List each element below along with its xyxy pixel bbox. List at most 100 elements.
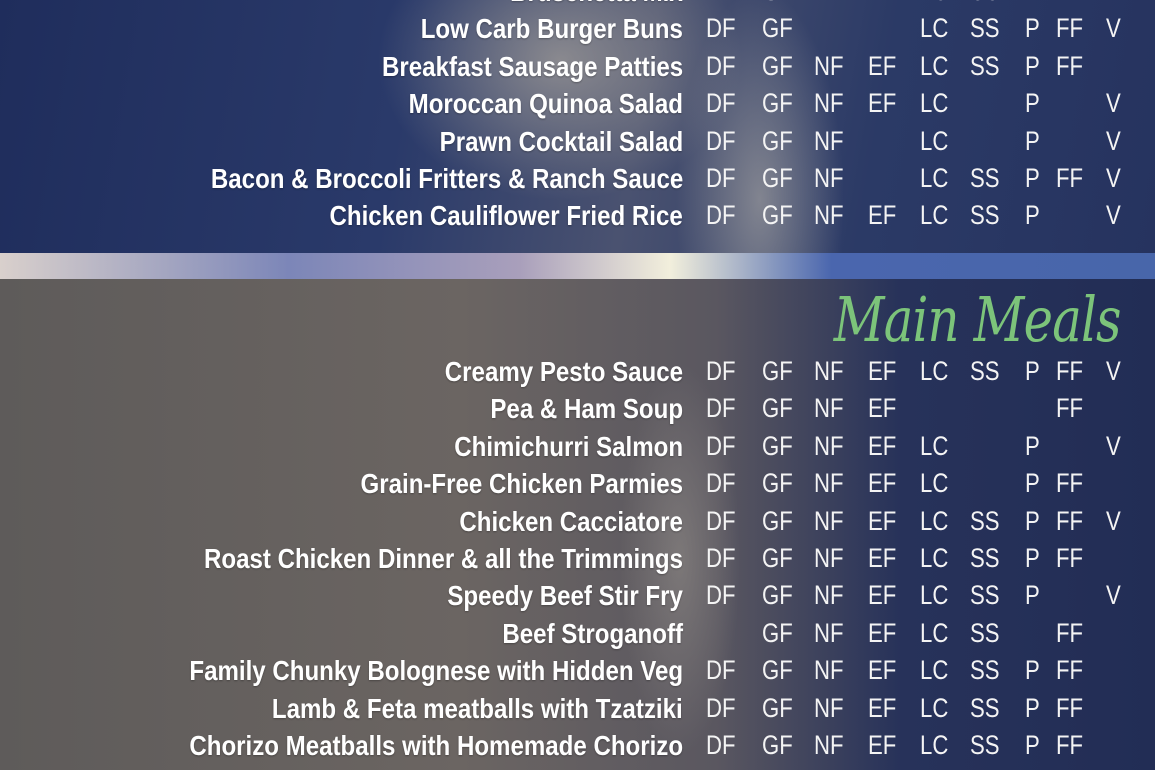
dietary-tag-lc: LC [920,468,949,499]
dietary-tag-df: DF [706,468,736,499]
dietary-tag-nf: NF [814,430,844,461]
menu-item-row: Low Carb Burger Buns DF GF LC SS P FF V [0,10,1155,47]
menu-item-row: Roast Chicken Dinner & all the Trimmings… [0,540,1155,577]
dietary-tag-ff: FF [1056,655,1084,686]
dietary-tag-ss: SS [970,50,1000,81]
dietary-tag-ef: EF [868,543,897,573]
dietary-tag-lc: LC [920,13,949,44]
dietary-tag-nf: NF [814,617,844,648]
dietary-tag-ss: SS [970,505,1000,536]
dietary-tag-v: V [1106,0,1121,10]
dietary-tag-ss: SS [970,692,1000,723]
menu-item-row: Family Chunky Bolognese with Hidden Veg D… [0,652,1155,689]
dietary-tag-gf: GF [762,430,793,461]
dietary-tag-nf: NF [814,505,844,536]
dietary-tag-nf: NF [814,356,844,386]
dietary-tag-df: DF [706,692,736,723]
dietary-tag-ef: EF [868,692,897,723]
menu-item-row: Chicken Cacciatore DF GF NF EF LC SS P FF V [0,503,1155,540]
dietary-tag-ff: FF [1056,692,1084,723]
dietary-tag-p: P [1025,505,1040,536]
dietary-tag-gf: GF [762,505,793,536]
dietary-tag-df: DF [706,730,736,760]
dietary-tag-nf: NF [814,200,844,231]
dietary-tag-nf: NF [814,50,844,81]
dietary-tag-ss: SS [970,163,1000,193]
menu-item-name: Low Carb Burger Buns [420,13,683,45]
dietary-tag-df: DF [706,50,736,81]
menu-item-row: Grain-Free Chicken Parmies DF GF NF EF LC P FF [0,465,1155,502]
dietary-tag-p: P [1025,430,1040,461]
dietary-tag-lc: LC [920,125,949,156]
dietary-tag-lc: LC [920,430,949,461]
dietary-tag-ef: EF [868,580,897,611]
dietary-tag-ef: EF [868,200,897,231]
dietary-tag-ef: EF [868,50,897,81]
menu-item-row: Bacon & Broccoli Fritters & Ranch Sauce D… [0,160,1155,197]
dietary-tag-p: P [1025,356,1040,386]
dietary-tag-lc: LC [920,692,949,723]
dietary-tag-gf: GF [762,393,793,424]
dietary-tag-ff: FF [1056,617,1084,648]
dietary-tag-gf: GF [762,125,793,156]
dietary-tag-lc: LC [920,50,949,81]
dietary-tag-p: P [1025,730,1040,760]
dietary-tag-lc: LC [920,655,949,686]
dietary-tag-gf: GF [762,730,793,760]
dietary-tag-ef: EF [868,393,897,424]
dietary-tag-ef: EF [868,468,897,499]
dietary-tag-v: V [1106,505,1121,536]
dietary-tag-nf: NF [814,543,844,573]
menu-item-row: Lamb & Feta meatballs with Tzatziki DF GF N… [0,690,1155,727]
dietary-tag-p: P [1025,125,1040,156]
dietary-tag-ff: FF [1056,468,1084,499]
dietary-tag-v: V [1106,356,1121,386]
dietary-tag-df: DF [706,0,736,10]
dietary-tag-lc: LC [920,730,949,760]
dietary-tag-gf: GF [762,88,793,119]
dietary-tag-gf: GF [762,50,793,81]
menu-item-name: Grain-Free Chicken Parmies [360,468,683,500]
dietary-tag-ef: EF [868,505,897,536]
dietary-tag-p: P [1025,88,1040,119]
dietary-tag-nf: NF [814,580,844,611]
dietary-tag-ss: SS [970,356,1000,386]
dietary-tag-gf: GF [762,692,793,723]
dietary-tag-v: V [1106,200,1121,231]
dietary-tag-df: DF [706,543,736,573]
menu-item-row: Chimichurri Salmon DF GF NF EF LC P V [0,428,1155,465]
menu-item-name: Chimichurri Salmon [454,430,683,462]
dietary-tag-nf: NF [814,730,844,760]
menu-item-row: Beef Stroganoff GF NF EF LC SS FF [0,615,1155,652]
dietary-tag-nf: NF [814,468,844,499]
section-divider [0,253,1155,279]
menu-item-row: Moroccan Quinoa Salad DF GF NF EF LC P V [0,85,1155,122]
dietary-tag-ff: FF [1056,505,1084,536]
menu-item-name: Beef Stroganoff [502,617,683,649]
menu-item-row: Pea & Ham Soup DF GF NF EF FF [0,390,1155,427]
dietary-tag-lc: LC [920,200,949,231]
menu-item-name: Bacon & Broccoli Fritters & Ranch Sauce [210,163,683,194]
menu-item-name: Chorizo Meatballs with Homemade Chorizo [189,730,683,761]
dietary-tag-v: V [1106,88,1121,119]
dietary-tag-df: DF [706,125,736,156]
menu-item-row: Creamy Pesto Sauce DF GF NF EF LC SS P FF V [0,353,1155,390]
dietary-tag-nf: NF [814,0,844,10]
dietary-tag-nf: NF [814,692,844,723]
dietary-tag-ef: EF [868,430,897,461]
menu-item-name: Moroccan Quinoa Salad [408,88,683,120]
dietary-tag-ff: FF [1056,50,1084,81]
dietary-tag-v: V [1106,125,1121,156]
dietary-tag-gf: GF [762,0,793,10]
dietary-tag-df: DF [706,163,736,193]
dietary-tag-ss: SS [970,655,1000,686]
dietary-tag-ef: EF [868,356,897,386]
menu-item-name: Family Chunky Bolognese with Hidden Veg [189,655,683,687]
dietary-tag-p: P [1025,200,1040,231]
dietary-tag-v: V [1106,580,1121,611]
dietary-tag-gf: GF [762,580,793,611]
dietary-tag-df: DF [706,200,736,231]
menu-item-row: Chicken Cauliflower Fried Rice DF GF NF EF LC… [0,197,1155,234]
dietary-tag-nf: NF [814,88,844,119]
dietary-tag-p: P [1025,468,1040,499]
